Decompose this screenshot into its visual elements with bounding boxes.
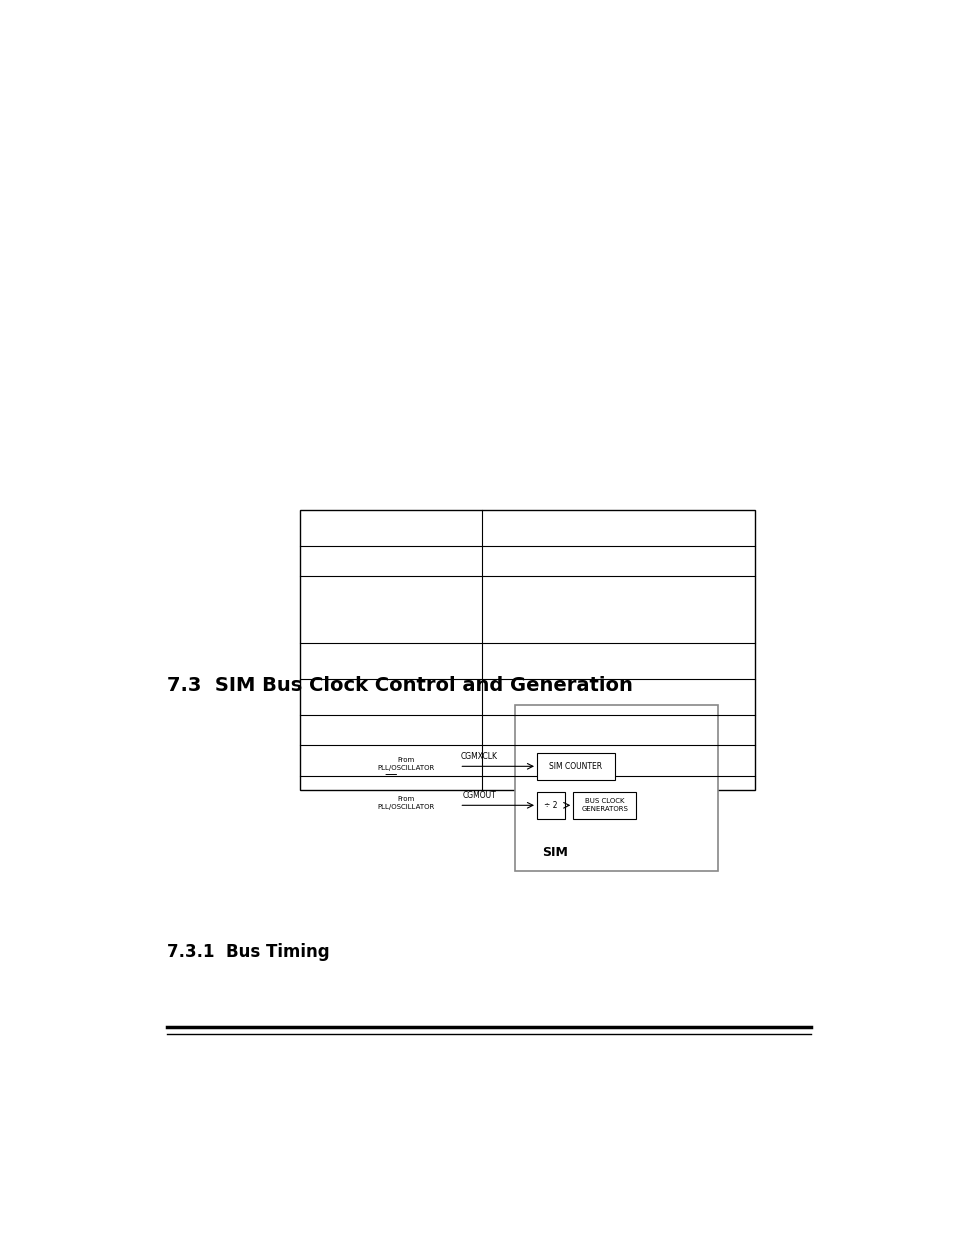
Text: From
PLL/OSCILLATOR: From PLL/OSCILLATOR	[377, 757, 435, 772]
Text: BUS CLOCK
GENERATORS: BUS CLOCK GENERATORS	[580, 798, 627, 813]
Text: CGMOUT: CGMOUT	[462, 790, 496, 799]
Bar	[300, 510, 755, 790]
Bar	[537, 792, 564, 819]
Text: From
PLL/OSCILLATOR: From PLL/OSCILLATOR	[377, 797, 435, 810]
Text: —: —	[384, 768, 396, 782]
Text: 7.3  SIM Bus Clock Control and Generation: 7.3 SIM Bus Clock Control and Generation	[167, 676, 633, 695]
Text: 7.3.1  Bus Timing: 7.3.1 Bus Timing	[167, 942, 330, 961]
Bar	[537, 753, 614, 779]
Text: ÷ 2: ÷ 2	[544, 800, 558, 810]
Text: SIM: SIM	[542, 846, 568, 858]
Bar	[573, 792, 636, 819]
Text: SIM COUNTER: SIM COUNTER	[549, 762, 601, 771]
Text: CGMXCLK: CGMXCLK	[460, 752, 497, 761]
Bar	[515, 704, 718, 871]
